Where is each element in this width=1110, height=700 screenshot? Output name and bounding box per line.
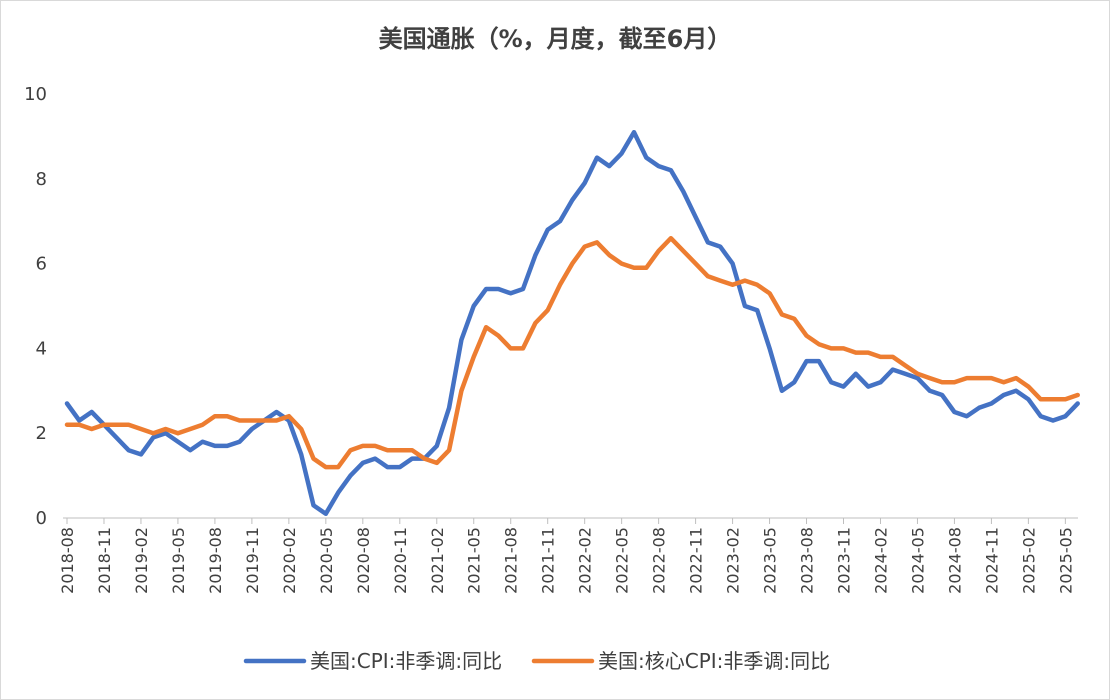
legend-label-core-cpi: 美国:核心CPI:非季调:同比	[598, 649, 830, 673]
y-tick-labels: 0 2 4 6 8 10	[24, 84, 47, 529]
x-tick-label: 2024-05	[908, 527, 927, 594]
x-tick-label: 2024-11	[982, 527, 1001, 594]
x-tick-labels: 2018-08 2018-11 2019-02 2019-05 2019-08 2019-…	[58, 527, 1075, 594]
x-tick-label: 2022-05	[613, 527, 632, 594]
y-tick-label: 10	[24, 84, 47, 105]
x-tick-label: 2022-08	[650, 527, 669, 594]
x-tick-label: 2022-11	[687, 527, 706, 594]
x-tick-label: 2021-02	[428, 527, 447, 594]
series-line-core-cpi	[64, 235, 1080, 470]
x-tick-label: 2020-02	[280, 527, 299, 594]
x-tick-label: 2023-02	[724, 527, 743, 594]
x-tick-label: 2023-11	[835, 527, 854, 594]
x-tick-label: 2022-02	[576, 527, 595, 594]
x-tick-label: 2021-11	[539, 527, 558, 594]
axes-group	[63, 517, 1078, 524]
x-tick-label: 2018-08	[58, 527, 77, 594]
chart-title: 美国通胀（%，月度，截至6月）	[378, 25, 732, 53]
x-tick-label: 2019-02	[132, 527, 151, 594]
x-tick-label: 2020-11	[391, 527, 410, 594]
series-line-cpi	[64, 129, 1080, 517]
x-tick-label: 2021-08	[502, 527, 521, 594]
x-tick-label: 2025-02	[1019, 527, 1038, 594]
x-tick-label: 2021-05	[465, 527, 484, 594]
y-tick-label: 0	[36, 508, 47, 529]
x-tick-label: 2024-08	[945, 527, 964, 594]
y-tick-label: 8	[36, 169, 47, 190]
y-tick-label: 4	[36, 338, 47, 359]
x-tick-label: 2018-11	[95, 527, 114, 594]
series-lines	[64, 129, 1080, 517]
x-tick-label: 2023-08	[798, 527, 817, 594]
x-tick-label: 2023-05	[761, 527, 780, 594]
x-tick-label: 2019-11	[243, 527, 262, 594]
x-tick-label: 2024-02	[871, 527, 890, 594]
x-tick-label: 2025-05	[1056, 527, 1075, 594]
legend-label-cpi: 美国:CPI:非季调:同比	[310, 649, 502, 673]
x-tick-label: 2020-08	[354, 527, 373, 594]
x-tick-label: 2020-05	[317, 527, 336, 594]
x-tick-label: 2019-08	[206, 527, 225, 594]
y-tick-label: 6	[36, 254, 47, 275]
x-tick-label: 2019-05	[169, 527, 188, 594]
y-tick-label: 2	[36, 423, 47, 444]
legend: 美国:CPI:非季调:同比 美国:核心CPI:非季调:同比	[243, 649, 830, 673]
